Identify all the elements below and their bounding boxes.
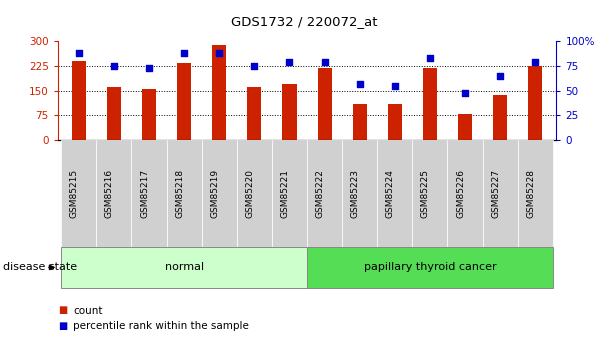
Text: GDS1732 / 220072_at: GDS1732 / 220072_at — [231, 16, 377, 29]
Point — [530, 59, 540, 65]
Text: GSM85222: GSM85222 — [316, 169, 325, 218]
Bar — [283, 84, 297, 140]
Bar — [388, 104, 402, 140]
Bar — [493, 96, 507, 140]
Bar — [317, 68, 331, 140]
Text: normal: normal — [165, 263, 204, 272]
Point — [320, 59, 330, 65]
Bar — [107, 87, 121, 140]
Text: GSM85227: GSM85227 — [491, 169, 500, 218]
Bar — [458, 114, 472, 140]
Bar — [212, 45, 226, 140]
Point — [109, 63, 119, 69]
Text: GSM85224: GSM85224 — [386, 169, 395, 218]
Text: disease state: disease state — [3, 263, 77, 272]
Text: GSM85221: GSM85221 — [280, 169, 289, 218]
Point — [249, 63, 259, 69]
Text: GSM85228: GSM85228 — [527, 169, 535, 218]
Point — [74, 50, 84, 56]
Point — [215, 50, 224, 56]
Bar — [353, 104, 367, 140]
Point — [144, 65, 154, 71]
Text: GSM85220: GSM85220 — [246, 169, 254, 218]
Text: GSM85226: GSM85226 — [456, 169, 465, 218]
Text: ■: ■ — [58, 321, 67, 331]
Text: GSM85216: GSM85216 — [105, 169, 114, 218]
Bar — [247, 87, 261, 140]
Point — [460, 90, 470, 95]
Bar — [177, 63, 191, 140]
Bar — [142, 89, 156, 140]
Text: GSM85215: GSM85215 — [70, 169, 79, 218]
Bar — [423, 68, 437, 140]
Point — [179, 50, 189, 56]
Bar — [72, 61, 86, 140]
Point — [390, 83, 399, 88]
Text: percentile rank within the sample: percentile rank within the sample — [73, 321, 249, 331]
Text: ■: ■ — [58, 306, 67, 315]
Point — [496, 73, 505, 79]
Text: count: count — [73, 306, 103, 315]
Text: GSM85223: GSM85223 — [351, 169, 360, 218]
Text: GSM85218: GSM85218 — [175, 169, 184, 218]
Text: papillary thyroid cancer: papillary thyroid cancer — [364, 263, 496, 272]
Text: GSM85217: GSM85217 — [140, 169, 149, 218]
Bar — [528, 66, 542, 140]
Point — [425, 55, 435, 61]
Point — [285, 59, 294, 65]
Text: GSM85219: GSM85219 — [210, 169, 219, 218]
Point — [355, 81, 365, 87]
Text: GSM85225: GSM85225 — [421, 169, 430, 218]
